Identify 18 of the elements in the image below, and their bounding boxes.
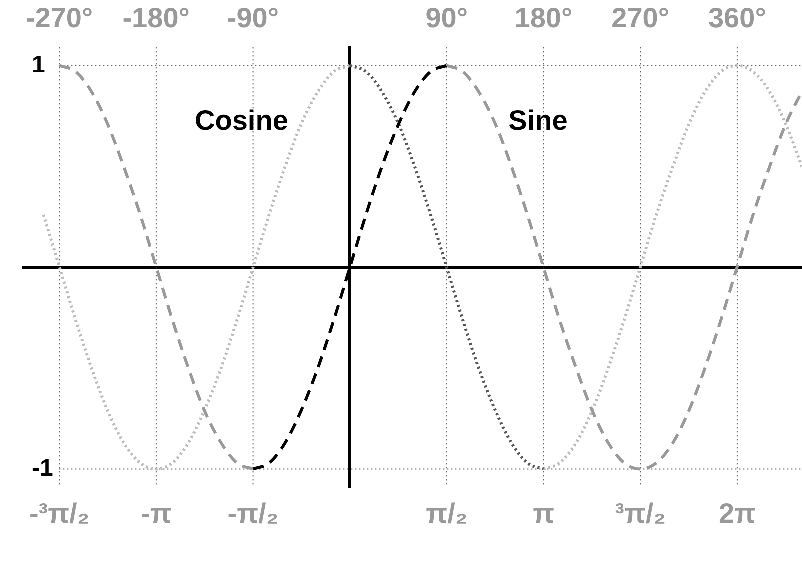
x2-tick-label: 270° [612, 2, 670, 34]
x2-tick-label: 360° [708, 2, 766, 34]
series-label: Cosine [195, 105, 288, 136]
x2-tick-label: -90° [227, 2, 280, 34]
series-label: Sine [508, 105, 568, 136]
x2-tick-label: -180° [122, 2, 190, 34]
y-tick-label: 1 [32, 51, 46, 78]
x-tick-label: 2π [718, 498, 756, 529]
x-tick-label: -π [141, 498, 172, 529]
x2-tick-label: 180° [514, 2, 573, 34]
x2-tick-label: 90° [426, 2, 468, 34]
x-tick-label: -³π/₂ [29, 498, 90, 529]
y-tick-label: -1 [32, 454, 54, 482]
x-tick-label: π/₂ [426, 498, 468, 529]
x-tick-label: -π/₂ [228, 498, 279, 529]
x-tick-label: ³π/₂ [615, 498, 666, 529]
x-tick-label: π [533, 498, 555, 529]
x2-tick-label: -270° [26, 2, 94, 34]
